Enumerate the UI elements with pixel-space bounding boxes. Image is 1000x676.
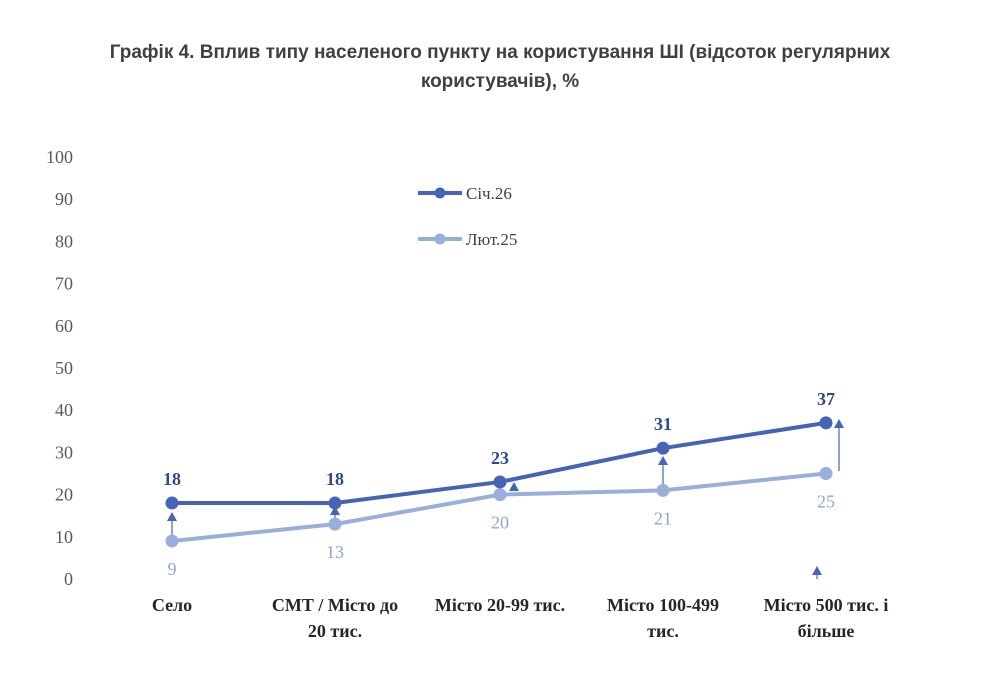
series-group — [165, 416, 833, 548]
series-0-point-3 — [656, 441, 670, 455]
series-1-point-4 — [819, 467, 833, 480]
x-category-label-4-1: більше — [798, 621, 855, 641]
series-1-point-1 — [328, 517, 342, 531]
series-1-point-3 — [656, 483, 670, 497]
series-1-point-0 — [165, 534, 179, 548]
change-arrow-head-5 — [812, 566, 822, 575]
x-category-label-1-1: 20 тис. — [308, 621, 362, 641]
change-arrow-head-3 — [658, 456, 668, 465]
series-0-data-label-3: 31 — [654, 414, 672, 434]
series-1-data-label-2: 20 — [491, 513, 509, 533]
change-arrow-head-1 — [330, 506, 340, 515]
y-tick-label-50: 50 — [55, 358, 73, 378]
y-tick-label-80: 80 — [55, 231, 73, 251]
legend-marker-1 — [434, 233, 446, 245]
y-tick-label-100: 100 — [46, 147, 73, 167]
x-category-label-4-0: Місто 500 тис. і — [764, 595, 889, 615]
data-labels: 18 18 23 31 37 9 13 20 21 25 — [163, 389, 835, 579]
y-tick-label-0: 0 — [64, 569, 73, 589]
y-tick-label-60: 60 — [55, 316, 73, 336]
legend-label-0: Січ.26 — [466, 184, 512, 203]
chart-title-line-2: користувачів), % — [420, 71, 580, 92]
y-axis: 0 10 20 30 40 50 60 70 80 90 100 — [46, 147, 73, 589]
x-category-label-2-0: Місто 20-99 тис. — [435, 595, 565, 615]
change-arrow-head-0 — [167, 512, 177, 521]
series-1-data-label-1: 13 — [326, 542, 344, 562]
change-arrow-head-2 — [509, 482, 519, 491]
series-0-data-label-1: 18 — [326, 469, 344, 489]
series-0-data-label-2: 23 — [491, 448, 509, 468]
series-1-point-2 — [493, 488, 507, 502]
series-1-data-label-3: 21 — [654, 508, 672, 528]
legend: Січ.26 Лют.25 — [418, 184, 517, 249]
series-0-data-label-0: 18 — [163, 469, 181, 489]
chart-title-line-1: Графік 4. Вплив типу населеного пункту н… — [109, 42, 891, 63]
change-arrow-head-4 — [834, 419, 844, 428]
y-tick-label-70: 70 — [55, 274, 73, 294]
series-0-point-4 — [819, 416, 833, 430]
legend-marker-0 — [434, 187, 446, 199]
y-tick-label-20: 20 — [55, 485, 73, 505]
series-0-point-0 — [165, 496, 179, 510]
series-0-point-2 — [493, 475, 507, 489]
series-1-data-label-4: 25 — [817, 492, 835, 512]
x-category-label-3-1: тис. — [647, 621, 679, 641]
x-category-label-0-0: Село — [152, 595, 192, 615]
change-arrows — [167, 419, 844, 579]
series-0-data-label-4: 37 — [817, 389, 835, 409]
y-tick-label-40: 40 — [55, 400, 73, 420]
y-tick-label-10: 10 — [55, 527, 73, 547]
x-category-label-3-0: Місто 100-499 — [607, 595, 719, 615]
x-axis: Село СМТ / Місто до 20 тис. Місто 20-99 тис… — [152, 595, 889, 641]
series-0-point-1 — [328, 496, 342, 510]
legend-label-1: Лют.25 — [466, 230, 517, 249]
series-1-data-label-0: 9 — [168, 559, 177, 579]
y-tick-label-30: 30 — [55, 442, 73, 462]
y-tick-label-90: 90 — [55, 189, 73, 209]
chart-title: Графік 4. Вплив типу населеного пункту н… — [60, 38, 940, 96]
x-category-label-1-0: СМТ / Місто до — [272, 595, 398, 615]
